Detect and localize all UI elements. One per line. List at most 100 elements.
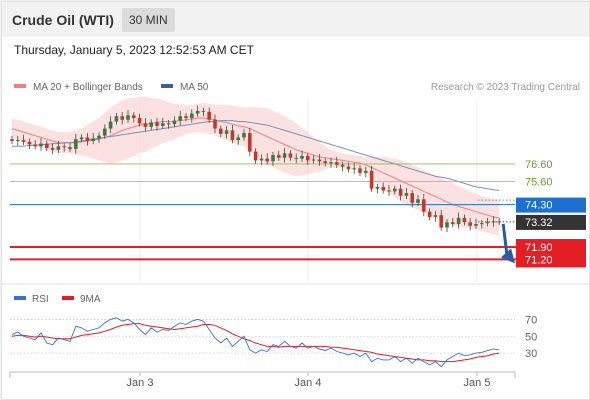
candle-body-15	[97, 135, 101, 139]
candle-body-64	[381, 186, 385, 191]
candle-body-69	[410, 193, 414, 203]
candle-body-42	[253, 151, 258, 161]
rsi-tick-30: 30	[525, 348, 537, 360]
level-label-75.60: 75.60	[525, 177, 553, 189]
candle-body-23	[143, 123, 148, 127]
candle-body-46	[277, 155, 281, 158]
candle-body-58	[346, 166, 351, 170]
pivot-label-box	[516, 197, 586, 213]
candle-body-24	[149, 122, 153, 127]
candle-body-9	[62, 146, 66, 148]
candle-body-36	[219, 128, 223, 134]
bollinger-band	[12, 96, 500, 236]
candle-body-65	[387, 190, 391, 192]
rsi-legend-label-1: 9MA	[80, 294, 101, 305]
candle-body-79	[468, 222, 472, 226]
candle-body-53	[317, 159, 322, 162]
rsi-legend-swatch-1	[62, 296, 74, 300]
candle-body-74	[439, 215, 443, 228]
candle-body-6	[45, 143, 49, 149]
legend-label-0: MA 20 + Bollinger Bands	[33, 82, 143, 93]
candle-body-52	[311, 159, 316, 161]
candle-body-18	[114, 116, 119, 122]
x-tick-label-1: Jan 4	[295, 377, 322, 389]
forecast-arrow	[501, 223, 515, 264]
candle-body-70	[416, 199, 420, 203]
candle-body-45	[271, 155, 275, 162]
candle-body-21	[132, 115, 136, 118]
x-tick-label-0: Jan 3	[127, 377, 154, 389]
candle-body-78	[462, 217, 467, 223]
candle-body-2	[21, 140, 26, 142]
last-price-box	[516, 214, 586, 230]
candle-body-30	[184, 116, 188, 118]
candle-body-19	[120, 116, 124, 120]
rsi-tick-50: 50	[525, 331, 537, 343]
candle-body-39	[236, 137, 240, 141]
legend-label-1: MA 50	[180, 82, 209, 93]
candle-body-83	[491, 221, 496, 223]
candle-body-10	[68, 147, 72, 149]
candle-body-26	[161, 123, 165, 126]
candle-body-68	[404, 193, 409, 196]
candlesticks	[10, 105, 501, 233]
candle-body-50	[300, 155, 304, 159]
candle-body-5	[39, 143, 43, 147]
candle-body-75	[445, 222, 449, 228]
candle-body-31	[190, 113, 194, 118]
candle-body-81	[480, 223, 484, 225]
candle-body-43	[259, 158, 264, 161]
rsi-legend-label-0: RSI	[32, 294, 49, 305]
rsi-legend-swatch-0	[14, 296, 26, 300]
rsi-grid: 70 50 30	[10, 314, 537, 360]
candle-body-57	[340, 164, 345, 167]
candle-body-28	[172, 120, 177, 125]
candle-body-27	[166, 123, 171, 125]
forecast-arrow-head	[501, 248, 515, 264]
last-price-label: 73.32	[525, 217, 553, 229]
instrument-title: Crude Oil (WTI)	[12, 12, 114, 28]
candle-body-71	[422, 199, 426, 212]
candle-body-61	[364, 171, 368, 173]
candle-body-22	[137, 117, 142, 124]
candle-body-25	[155, 122, 159, 126]
candle-body-1	[16, 140, 20, 142]
timestamp: Thursday, January 5, 2023 12:52:53 AM CE…	[14, 43, 254, 57]
candle-body-0	[10, 139, 14, 141]
candle-body-84	[497, 221, 501, 223]
candle-body-66	[393, 188, 397, 192]
candle-body-29	[178, 116, 182, 121]
candle-body-16	[103, 128, 107, 136]
level-label-76.60: 76.60	[525, 159, 553, 171]
candle-body-4	[33, 144, 37, 147]
header-bar: Crude Oil (WTI) 30 MIN	[2, 2, 589, 37]
level-label-71.90: 71.90	[525, 242, 553, 254]
candle-body-72	[427, 211, 432, 217]
rsi-legend: RSI 9MA	[14, 294, 101, 305]
price-legend: MA 20 + Bollinger Bands MA 50	[14, 82, 209, 93]
candle-body-41	[248, 133, 252, 152]
candle-body-47	[282, 153, 287, 158]
candle-body-51	[306, 155, 310, 161]
legend-swatch-0	[14, 84, 26, 88]
candle-body-8	[56, 146, 61, 150]
candle-body-77	[456, 217, 461, 225]
x-axis: Jan 3 Jan 4 Jan 5	[9, 371, 516, 389]
candle-body-73	[433, 215, 438, 217]
forecast-arrow-shaft	[501, 223, 509, 256]
candle-body-34	[207, 111, 211, 120]
candle-body-33	[201, 110, 206, 112]
candle-body-3	[27, 141, 32, 145]
candle-body-44	[265, 158, 269, 162]
rsi-9ma-line	[11, 323, 500, 363]
candle-body-40	[242, 133, 246, 138]
candle-body-48	[288, 153, 293, 158]
candle-body-7	[50, 148, 55, 150]
candle-body-63	[375, 186, 380, 189]
candle-body-59	[352, 168, 356, 170]
timeframe-badge[interactable]: 30 MIN	[122, 8, 175, 32]
candle-body-60	[358, 168, 362, 173]
candle-body-76	[451, 222, 455, 225]
